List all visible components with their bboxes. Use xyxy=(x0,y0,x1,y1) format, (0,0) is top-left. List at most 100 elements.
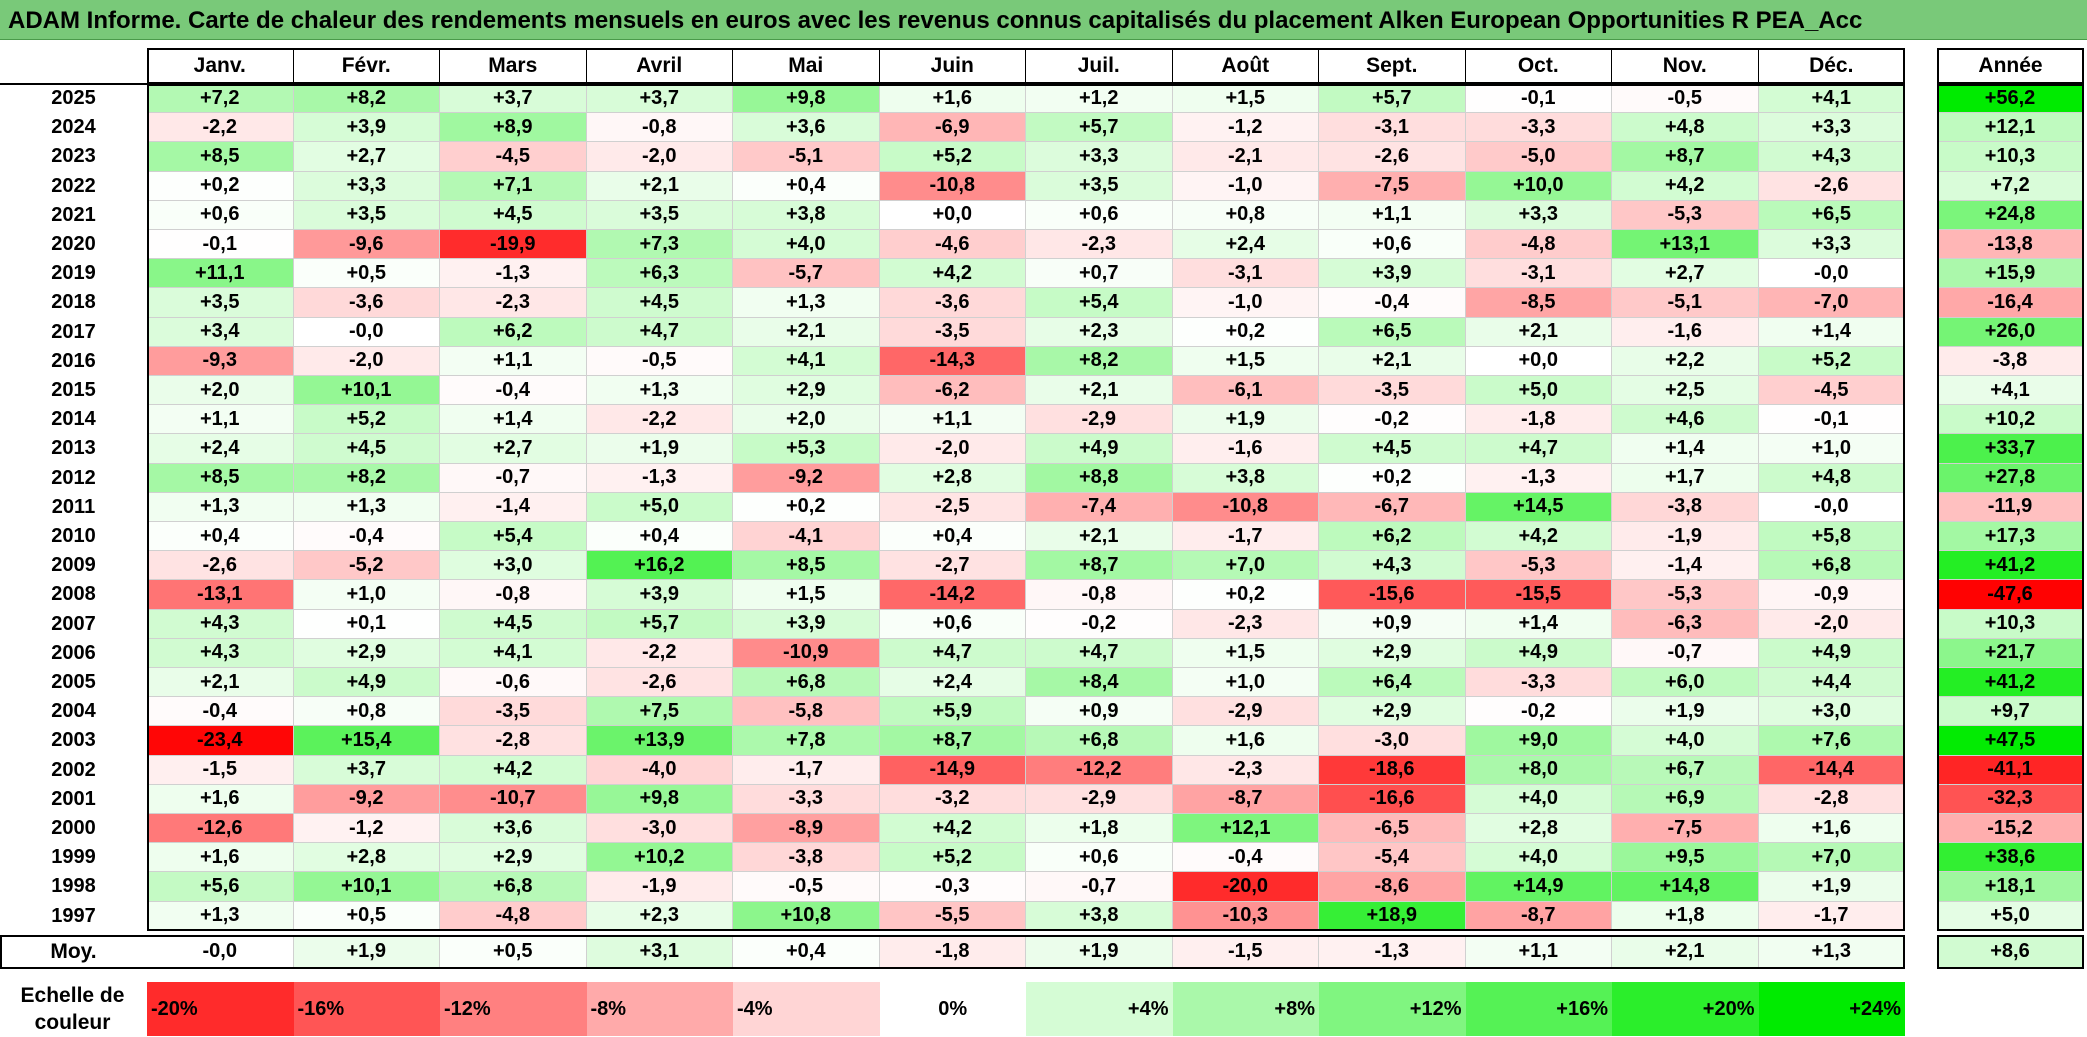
year-label: 2019 xyxy=(51,262,96,285)
heatmap-cell: +4,7 xyxy=(586,317,733,347)
heatmap-cell: +1,6 xyxy=(879,84,1026,114)
heatmap-cell: -0,1 xyxy=(1758,405,1905,435)
heatmap-cell: -2,6 xyxy=(1758,171,1905,201)
heatmap-cell: -0,7 xyxy=(440,463,587,493)
year-label: 2014 xyxy=(51,408,96,431)
heatmap-cell: -3,3 xyxy=(1465,668,1612,698)
heatmap-cell: +3,6 xyxy=(440,814,587,844)
month-header: Sept. xyxy=(1319,48,1466,84)
heatmap-cell: +16,2 xyxy=(586,551,733,581)
heatmap-cell: +5,7 xyxy=(586,609,733,639)
heatmap-cell: -3,2 xyxy=(879,784,1026,814)
heatmap-cell: +4,0 xyxy=(1612,726,1759,756)
heatmap-cell: -0,5 xyxy=(733,872,880,902)
heatmap-cell: -14,3 xyxy=(879,346,1026,376)
heatmap-cell: -10,8 xyxy=(879,171,1026,201)
year-total-cell: +56,2 xyxy=(1937,84,2084,114)
heatmap-cell: +1,2 xyxy=(1026,84,1173,114)
year-label: 2005 xyxy=(51,671,96,694)
heatmap-cell: -16,6 xyxy=(1319,784,1466,814)
heatmap-cell: +4,7 xyxy=(1026,638,1173,668)
heatmap-cell: -23,4 xyxy=(147,726,294,756)
heatmap-cell: -15,6 xyxy=(1319,580,1466,610)
heatmap-cell: +5,7 xyxy=(1026,113,1173,143)
heatmap-cell: -0,1 xyxy=(1465,84,1612,114)
heatmap-cell: +0,2 xyxy=(1172,317,1319,347)
year-label: 2000 xyxy=(51,817,96,840)
heatmap-cell: +2,8 xyxy=(879,463,1026,493)
color-scale-label: Echelle de couleur xyxy=(20,984,125,1034)
heatmap-cell: +1,4 xyxy=(1758,317,1905,347)
heatmap-cell: -1,8 xyxy=(1465,405,1612,435)
heatmap-cell: +8,2 xyxy=(293,463,440,493)
heatmap-cell: +4,5 xyxy=(293,434,440,464)
heatmap-cell: -1,6 xyxy=(1612,317,1759,347)
heatmap-cell: -0,7 xyxy=(1026,872,1173,902)
heatmap-cell: -1,5 xyxy=(147,755,294,785)
heatmap-cell: -2,2 xyxy=(586,405,733,435)
year-label: 2004 xyxy=(51,700,96,723)
year-label: 2021 xyxy=(51,203,96,226)
heatmap-cell: +1,3 xyxy=(586,376,733,406)
heatmap-cell: +2,7 xyxy=(1612,259,1759,289)
heatmap-cell: +4,1 xyxy=(1758,84,1905,114)
heatmap-cell: -0,8 xyxy=(440,580,587,610)
heatmap-cell: -0,8 xyxy=(1026,580,1173,610)
year-label: 1998 xyxy=(51,875,96,898)
heatmap-cell: +6,7 xyxy=(1612,755,1759,785)
heatmap-cell: +6,5 xyxy=(1319,317,1466,347)
heatmap-cell: +5,4 xyxy=(1026,288,1173,318)
heatmap-cell: -1,0 xyxy=(1172,288,1319,318)
heatmap-cell: +8,4 xyxy=(1026,668,1173,698)
heatmap-cell: +0,6 xyxy=(1026,200,1173,230)
month-header: Août xyxy=(1172,48,1319,84)
heatmap-cell: +3,7 xyxy=(440,84,587,114)
heatmap-cell: -8,6 xyxy=(1319,872,1466,902)
average-cell: +0,5 xyxy=(440,934,587,969)
heatmap-cell: -6,3 xyxy=(1612,609,1759,639)
color-scale-step: -20% xyxy=(147,982,294,1036)
heatmap-cell: +0,5 xyxy=(293,901,440,931)
heatmap-cell: -4,8 xyxy=(440,901,587,931)
heatmap-cell: +10,2 xyxy=(586,843,733,873)
heatmap-cell: -7,5 xyxy=(1319,171,1466,201)
year-label: 2002 xyxy=(51,758,96,781)
heatmap-cell: +3,5 xyxy=(586,200,733,230)
average-cell: +3,1 xyxy=(586,934,733,969)
heatmap-cell: +3,5 xyxy=(147,288,294,318)
heatmap-cell: -3,5 xyxy=(440,697,587,727)
heatmap-cell: -2,6 xyxy=(586,668,733,698)
heatmap-cell: +0,5 xyxy=(293,259,440,289)
heatmap-cell: +3,9 xyxy=(586,580,733,610)
heatmap-cell: -9,3 xyxy=(147,346,294,376)
heatmap-cell: -5,3 xyxy=(1612,580,1759,610)
heatmap-cell: -2,9 xyxy=(1172,697,1319,727)
year-label: 2020 xyxy=(51,233,96,256)
year-label: 1997 xyxy=(51,904,96,927)
year-total-cell: +47,5 xyxy=(1937,726,2084,756)
heatmap-cell: -1,9 xyxy=(586,872,733,902)
year-label: 2011 xyxy=(51,495,96,518)
heatmap-cell: +0,1 xyxy=(293,609,440,639)
year-label: 1999 xyxy=(51,846,96,869)
month-header: Janv. xyxy=(147,48,294,84)
heatmap-cell: -5,0 xyxy=(1465,142,1612,172)
heatmap-cell: -6,1 xyxy=(1172,376,1319,406)
heatmap-cell: -0,1 xyxy=(147,230,294,260)
heatmap-cell: +1,1 xyxy=(440,346,587,376)
heatmap-cell: -0,0 xyxy=(1758,259,1905,289)
heatmap-cell: +3,8 xyxy=(1026,901,1173,931)
heatmap-cell: -2,9 xyxy=(1026,784,1173,814)
heatmap-cell: -14,9 xyxy=(879,755,1026,785)
heatmap-cell: +7,0 xyxy=(1172,551,1319,581)
heatmap-cell: -1,3 xyxy=(1465,463,1612,493)
heatmap-cell: -0,8 xyxy=(586,113,733,143)
heatmap-cell: +1,3 xyxy=(147,492,294,522)
heatmap-cell: -0,4 xyxy=(1172,843,1319,873)
heatmap-cell: -2,3 xyxy=(1172,755,1319,785)
heatmap-cell: -0,4 xyxy=(1319,288,1466,318)
year-label: 2013 xyxy=(51,437,96,460)
year-total-cell: +10,3 xyxy=(1937,609,2084,639)
heatmap-cell: +8,5 xyxy=(147,463,294,493)
heatmap-cell: +7,8 xyxy=(733,726,880,756)
